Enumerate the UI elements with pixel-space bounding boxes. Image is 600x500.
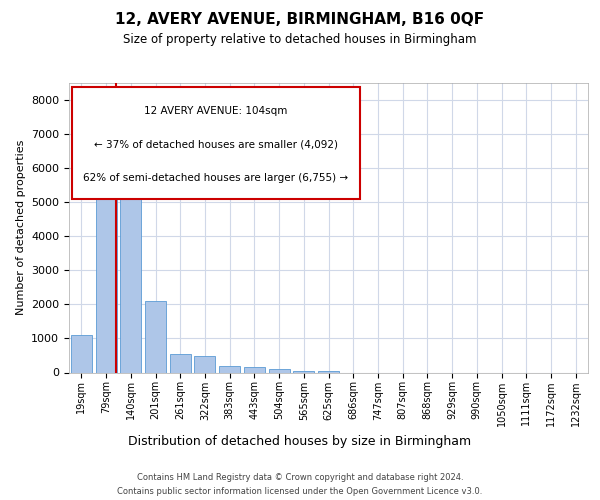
Bar: [120, 150, 141, 372]
Bar: [269, 370, 290, 372]
Bar: [71, 87, 359, 198]
Y-axis label: Number of detached properties: Number of detached properties: [16, 140, 26, 315]
Bar: [95, 150, 116, 372]
Text: ← 37% of detached houses are smaller (4,092): ← 37% of detached houses are smaller (4,…: [94, 140, 338, 150]
Text: Contains HM Land Registry data © Crown copyright and database right 2024.: Contains HM Land Registry data © Crown c…: [137, 472, 463, 482]
Text: Contains public sector information licensed under the Open Government Licence v3: Contains public sector information licen…: [118, 488, 482, 496]
Text: 62% of semi-detached houses are larger (6,755) →: 62% of semi-detached houses are larger (…: [83, 174, 348, 184]
Bar: [244, 368, 265, 372]
Bar: [194, 356, 215, 372]
Text: 12, AVERY AVENUE, BIRMINGHAM, B16 0QF: 12, AVERY AVENUE, BIRMINGHAM, B16 0QF: [115, 12, 485, 28]
Text: 12 AVERY AVENUE: 104sqm: 12 AVERY AVENUE: 104sqm: [144, 106, 287, 117]
Bar: [318, 370, 339, 372]
Bar: [170, 354, 191, 372]
Bar: [293, 370, 314, 372]
Bar: [219, 366, 240, 372]
Bar: [145, 301, 166, 372]
Text: Size of property relative to detached houses in Birmingham: Size of property relative to detached ho…: [123, 32, 477, 46]
Text: Distribution of detached houses by size in Birmingham: Distribution of detached houses by size …: [128, 435, 472, 448]
Bar: [71, 335, 92, 372]
